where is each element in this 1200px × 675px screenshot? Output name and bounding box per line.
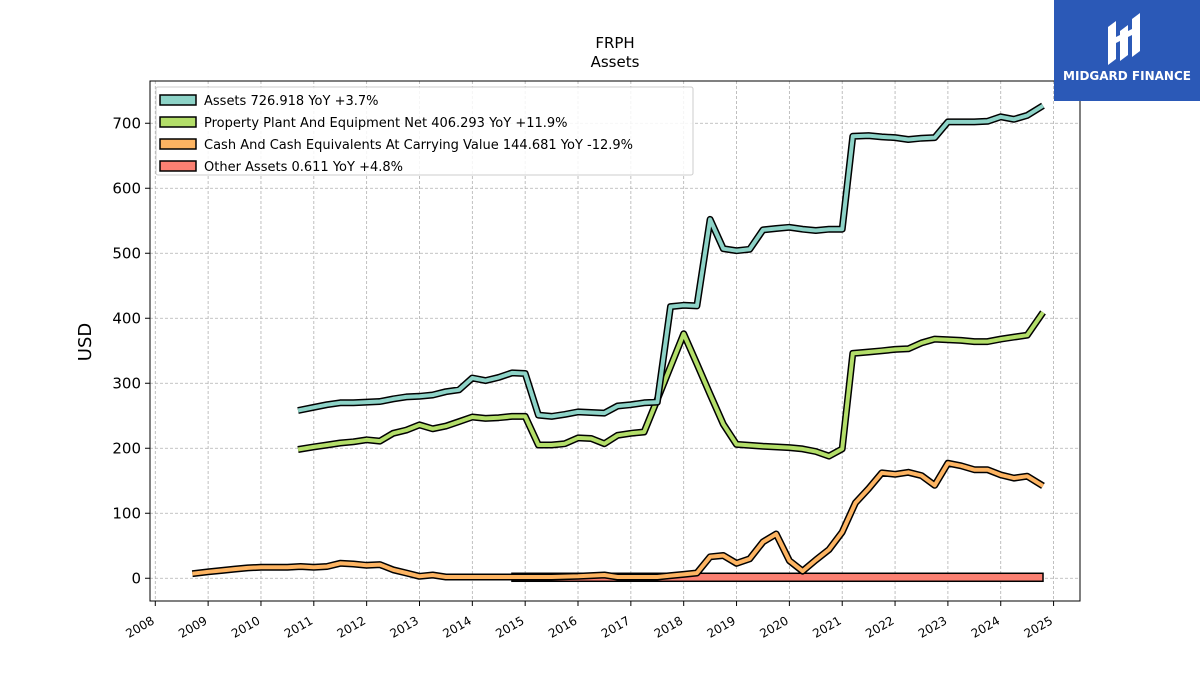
x-tick-label: 2019	[705, 613, 738, 640]
series-line-property-plant-and-equipment-net	[297, 311, 1045, 459]
y-tick-label: 600	[112, 179, 141, 197]
brand-mark-icon	[1108, 13, 1140, 65]
legend-label: Property Plant And Equipment Net 406.293…	[204, 116, 568, 131]
series-line-cash-and-cash-equivalents-at-carrying-value	[192, 461, 1045, 579]
brand-logo: MIDGARD FINANCE	[1054, 0, 1200, 101]
y-axis-label: USD	[75, 323, 96, 361]
series-outline	[191, 459, 1045, 581]
series-layer	[191, 102, 1046, 583]
x-tick-label: 2018	[652, 613, 685, 640]
legend-label: Assets 726.918 YoY +3.7%	[204, 94, 379, 109]
legend-swatch	[159, 160, 197, 172]
x-tick-label: 2010	[229, 613, 262, 640]
x-tick-label: 2025	[1022, 613, 1055, 640]
legend-box	[155, 86, 694, 176]
x-tick-label: 2021	[810, 613, 843, 640]
series-line-assets	[297, 103, 1045, 419]
x-tick-label: 2024	[969, 613, 1002, 640]
legend: Assets 726.918 YoY +3.7% Property Plant A…	[155, 86, 694, 176]
x-tick-label: 2013	[388, 613, 421, 640]
y-tick-label: 200	[112, 439, 141, 457]
x-tick-label: 2017	[599, 613, 632, 640]
x-tick-label: 2022	[863, 613, 896, 640]
legend-swatch	[159, 94, 197, 106]
brand-name: MIDGARD FINANCE	[1063, 69, 1191, 83]
legend-swatch	[159, 116, 197, 128]
axes: 0 100 200 300 400 500 600 700 2008 2009 2010 2011 20…	[112, 114, 1055, 641]
x-tick-label: 2012	[335, 613, 368, 640]
plot-frame	[149, 80, 1081, 602]
y-tick-label: 500	[112, 244, 141, 262]
chart-subtitle: Assets	[591, 53, 640, 71]
x-tick-label: 2020	[757, 613, 790, 640]
legend-swatch	[159, 138, 197, 150]
x-tick-label: 2008	[123, 613, 156, 640]
chart-title: FRPH	[595, 34, 634, 52]
x-tick-label: 2011	[282, 613, 315, 640]
y-tick-label: 300	[112, 374, 141, 392]
series-outline	[297, 310, 1046, 460]
legend-label: Other Assets 0.611 YoY +4.8%	[204, 160, 403, 175]
x-tick-label: 2014	[440, 613, 473, 640]
x-tick-label: 2016	[546, 613, 579, 640]
y-tick-label: 100	[112, 504, 141, 522]
y-tick-label: 0	[131, 569, 141, 587]
y-tick-label: 400	[112, 309, 141, 327]
legend-label: Cash And Cash Equivalents At Carrying Va…	[204, 138, 633, 153]
x-tick-label: 2009	[176, 613, 209, 640]
y-tick-label: 700	[112, 114, 141, 132]
x-tick-label: 2015	[493, 613, 526, 640]
x-tick-label: 2023	[916, 613, 949, 640]
